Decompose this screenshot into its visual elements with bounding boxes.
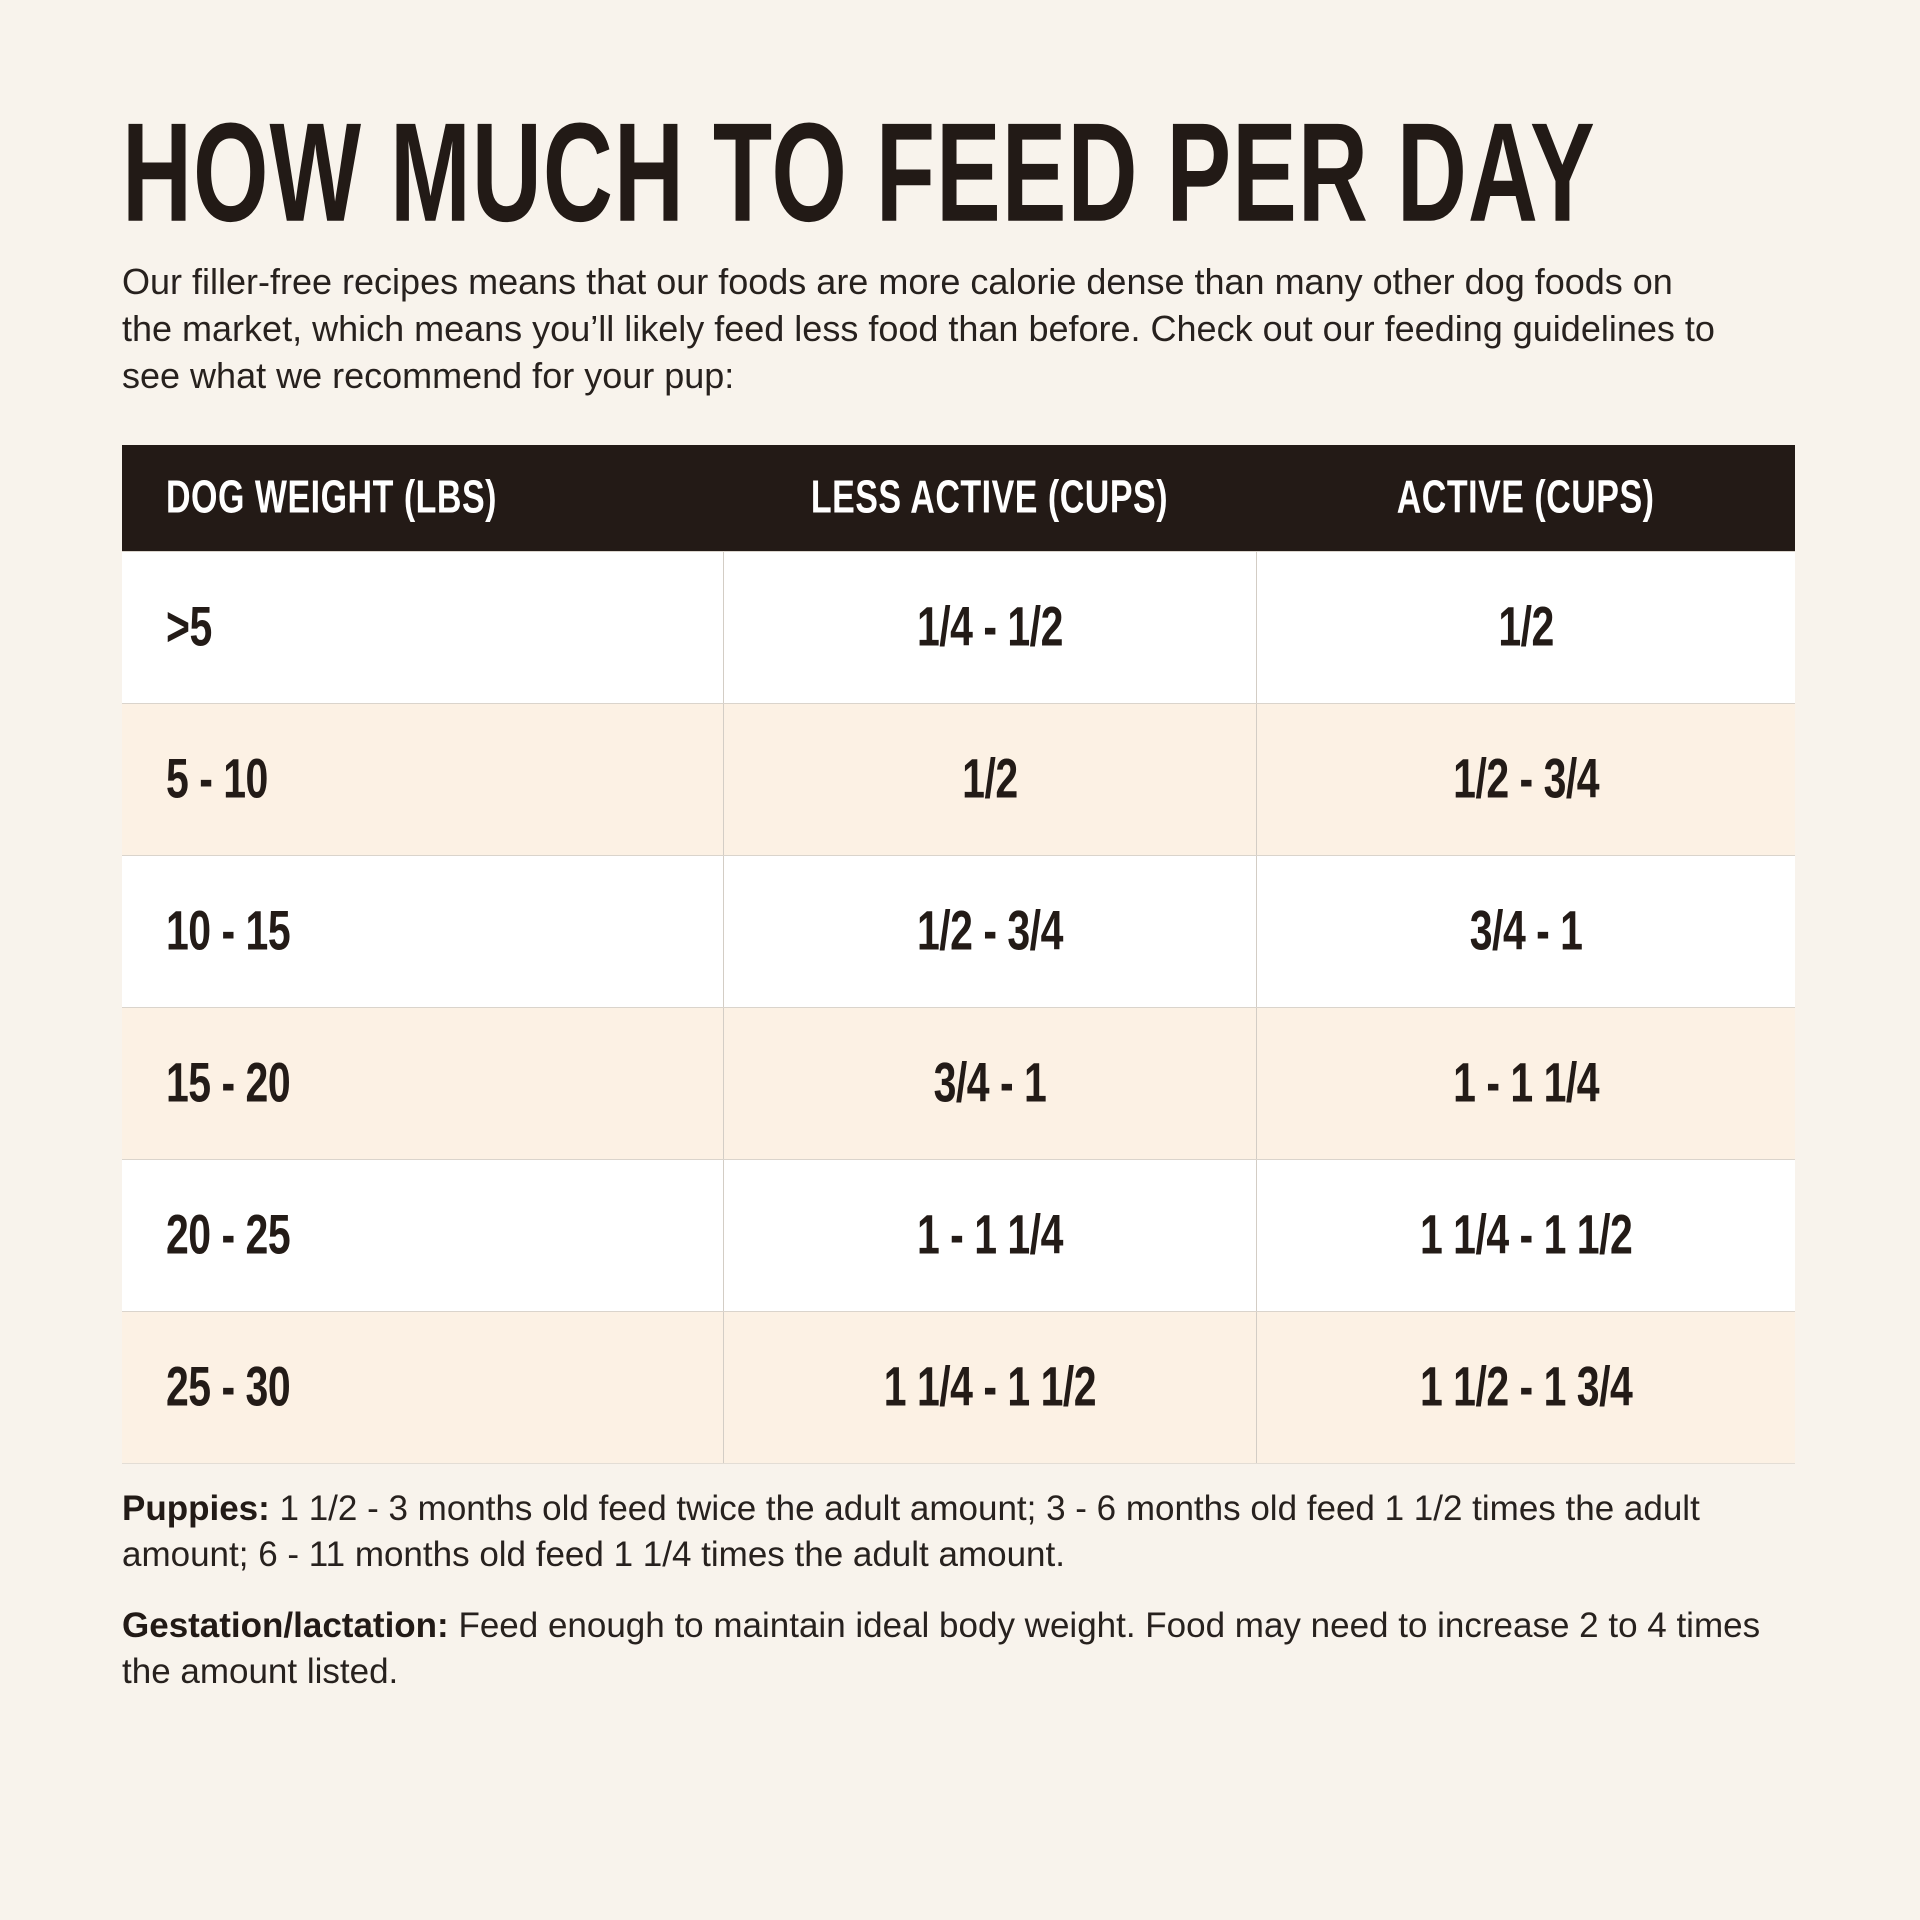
active-value: 3/4 - 1 <box>1469 899 1583 962</box>
cell-active: 1 1/2 - 1 3/4 <box>1256 1312 1795 1463</box>
less-active-value: 1/2 <box>962 747 1018 810</box>
cell-less-active: 1/2 <box>722 704 1257 855</box>
cell-dog-weight: 20 - 25 <box>122 1160 723 1311</box>
gestation-note-label: Gestation/lactation: <box>122 1606 449 1645</box>
gestation-note: Gestation/lactation: Feed enough to main… <box>122 1603 1802 1695</box>
cell-active: 1 - 1 1/4 <box>1256 1008 1795 1159</box>
table-row: 25 - 30 1 1/4 - 1 1/2 1 1/2 - 1 3/4 <box>122 1311 1795 1464</box>
active-value: 1 1/4 - 1 1/2 <box>1419 1203 1633 1266</box>
cell-active: 3/4 - 1 <box>1256 856 1795 1007</box>
table-row: 20 - 25 1 - 1 1/4 1 1/4 - 1 1/2 <box>122 1159 1795 1311</box>
cell-dog-weight: >5 <box>122 552 723 703</box>
puppies-note-label: Puppies: <box>122 1489 270 1528</box>
dog-weight-value: >5 <box>166 595 212 658</box>
intro-paragraph: Our filler-free recipes means that our f… <box>122 261 1715 396</box>
active-value: 1 - 1 1/4 <box>1453 1051 1600 1114</box>
cell-less-active: 1/2 - 3/4 <box>722 856 1257 1007</box>
gestation-note-text: Feed enough to maintain ideal body weigh… <box>122 1606 1761 1691</box>
column-header-dog-weight: DOG WEIGHT (LBS) <box>122 445 723 551</box>
dog-weight-value: 15 - 20 <box>166 1051 291 1114</box>
column-header-active: ACTIVE (CUPS) <box>1256 445 1795 551</box>
table-row: >5 1/4 - 1/2 1/2 <box>122 551 1795 703</box>
cell-active: 1 1/4 - 1 1/2 <box>1256 1160 1795 1311</box>
column-header-dog-weight-label: DOG WEIGHT (LBS) <box>166 471 497 523</box>
table-row: 5 - 10 1/2 1/2 - 3/4 <box>122 703 1795 855</box>
cell-dog-weight: 5 - 10 <box>122 704 723 855</box>
feeding-table: DOG WEIGHT (LBS) LESS ACTIVE (CUPS) ACTI… <box>122 445 1795 1464</box>
column-header-less-active: LESS ACTIVE (CUPS) <box>723 445 1257 551</box>
cell-dog-weight: 15 - 20 <box>122 1008 723 1159</box>
cell-less-active: 1/4 - 1/2 <box>722 552 1257 703</box>
cell-dog-weight: 25 - 30 <box>122 1312 723 1463</box>
page-title-text: HOW MUCH TO FEED PER DAY <box>122 93 1596 252</box>
less-active-value: 1/4 - 1/2 <box>916 595 1063 658</box>
page-title: HOW MUCH TO FEED PER DAY <box>122 95 1596 249</box>
active-value: 1/2 - 3/4 <box>1453 747 1600 810</box>
less-active-value: 1/2 - 3/4 <box>916 899 1063 962</box>
footnotes: Puppies: 1 1/2 - 3 months old feed twice… <box>122 1486 1802 1695</box>
feeding-table-header-row: DOG WEIGHT (LBS) LESS ACTIVE (CUPS) ACTI… <box>122 445 1795 551</box>
dog-weight-value: 20 - 25 <box>166 1203 291 1266</box>
cell-less-active: 1 - 1 1/4 <box>722 1160 1257 1311</box>
cell-active: 1/2 - 3/4 <box>1256 704 1795 855</box>
dog-weight-value: 5 - 10 <box>166 747 268 810</box>
less-active-value: 3/4 - 1 <box>933 1051 1047 1114</box>
cell-dog-weight: 10 - 15 <box>122 856 723 1007</box>
dog-weight-value: 10 - 15 <box>166 899 291 962</box>
less-active-value: 1 1/4 - 1 1/2 <box>883 1355 1097 1418</box>
table-row: 10 - 15 1/2 - 3/4 3/4 - 1 <box>122 855 1795 1007</box>
puppies-note-text: 1 1/2 - 3 months old feed twice the adul… <box>122 1489 1700 1574</box>
column-header-less-active-label: LESS ACTIVE (CUPS) <box>810 471 1169 523</box>
active-value: 1/2 <box>1498 595 1554 658</box>
puppies-note: Puppies: 1 1/2 - 3 months old feed twice… <box>122 1486 1802 1578</box>
table-row: 15 - 20 3/4 - 1 1 - 1 1/4 <box>122 1007 1795 1159</box>
cell-less-active: 1 1/4 - 1 1/2 <box>722 1312 1257 1463</box>
cell-less-active: 3/4 - 1 <box>722 1008 1257 1159</box>
cell-active: 1/2 <box>1256 552 1795 703</box>
column-header-active-label: ACTIVE (CUPS) <box>1396 471 1655 523</box>
less-active-value: 1 - 1 1/4 <box>916 1203 1063 1266</box>
dog-weight-value: 25 - 30 <box>166 1355 291 1418</box>
active-value: 1 1/2 - 1 3/4 <box>1419 1355 1633 1418</box>
